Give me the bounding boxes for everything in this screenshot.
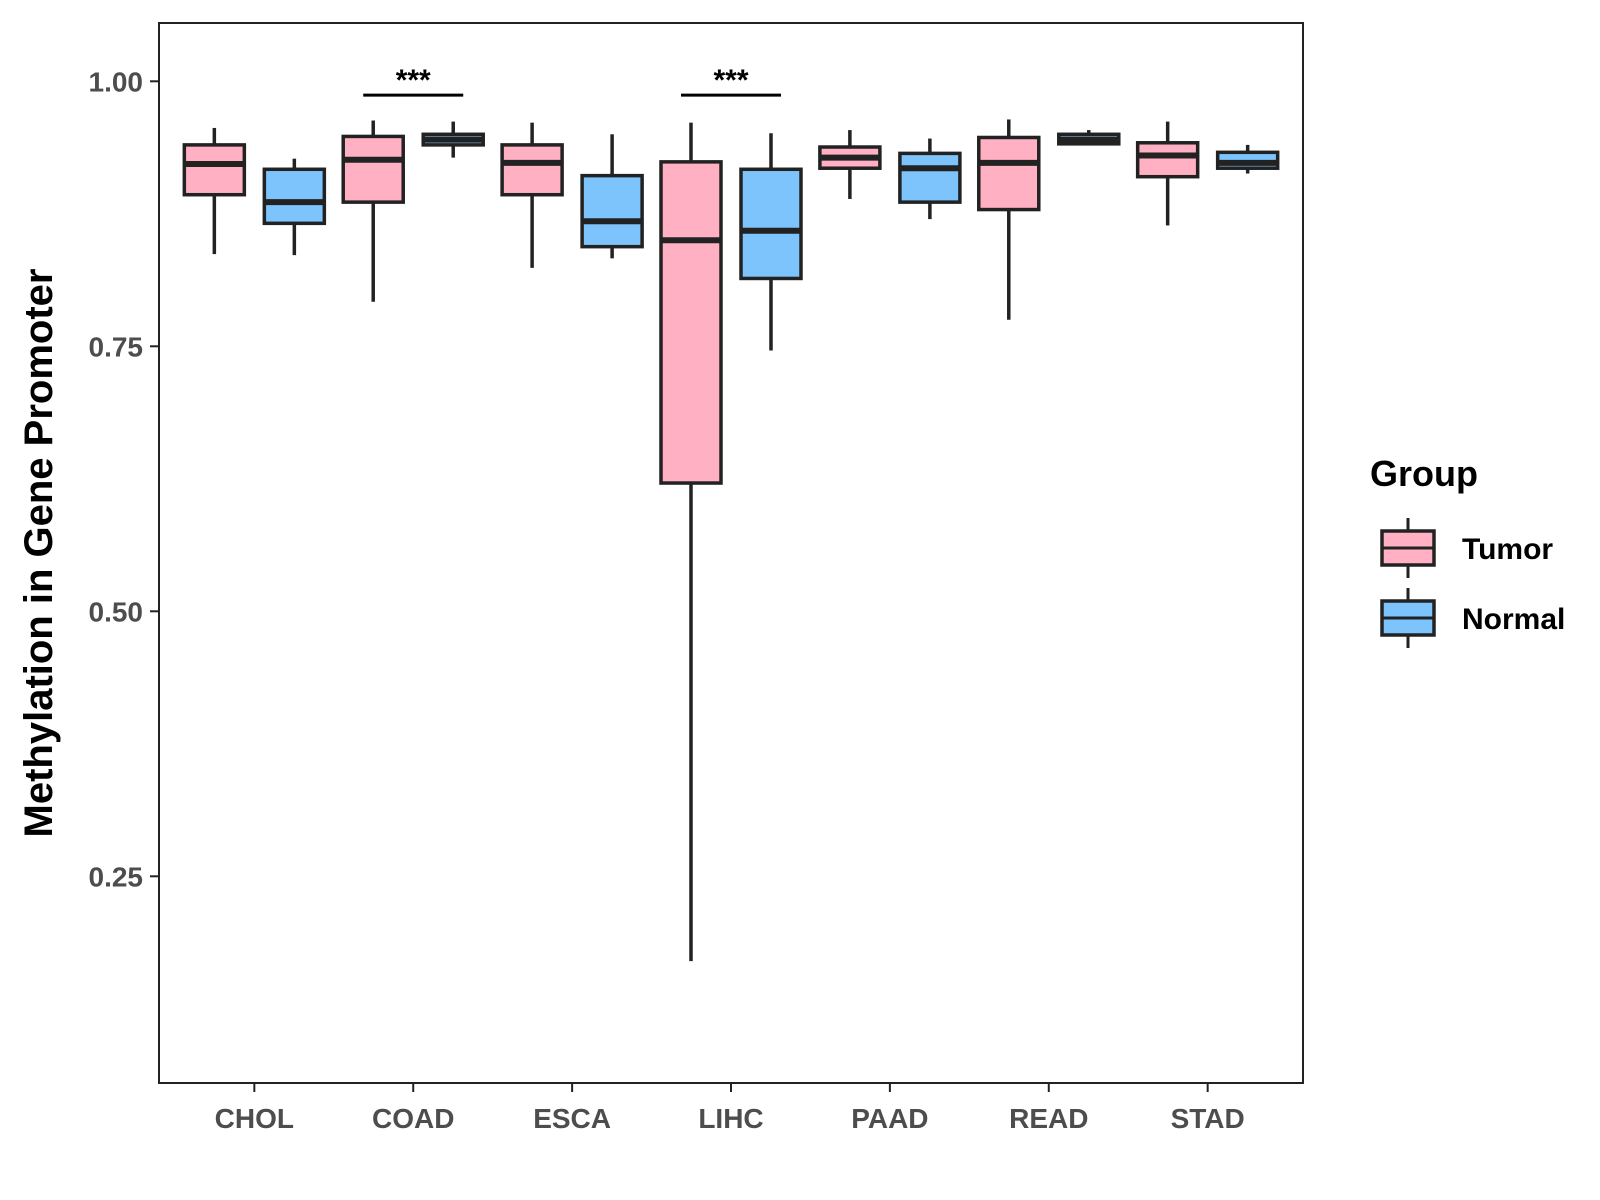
legend-title: Group: [1370, 453, 1478, 494]
box-esca-tumor: [500, 122, 564, 268]
box-iqr: [262, 167, 327, 226]
annotations-layer: *** ***: [363, 64, 781, 97]
box-iqr: [500, 143, 564, 197]
x-tick-label: LIHC: [698, 1103, 763, 1134]
legend-label: Tumor: [1462, 533, 1553, 566]
boxes-layer: [182, 119, 1280, 962]
x-axis: CHOL COAD ESCA LIHC PAAD READ STAD: [215, 1083, 1245, 1134]
box-paad-normal: [898, 138, 962, 220]
box-coad-normal: [421, 121, 485, 158]
box-read-normal: [1057, 130, 1121, 146]
box-esca-normal: [580, 134, 644, 259]
legend-item-tumor: Tumor: [1380, 518, 1553, 578]
y-tick-label: 0.50: [89, 596, 144, 627]
y-axis-title: Methylation in Gene Promoter: [17, 269, 61, 838]
box-iqr: [580, 173, 644, 249]
y-tick-label: 1.00: [89, 66, 144, 97]
legend: Group Tumor Normal: [1370, 453, 1565, 648]
y-tick-label: 0.75: [89, 331, 144, 362]
box-stad-tumor: [1135, 121, 1200, 226]
x-tick-label: COAD: [372, 1103, 454, 1134]
box-lihc-normal: [739, 133, 803, 351]
box-iqr: [1135, 141, 1200, 179]
box-chol-tumor: [182, 127, 247, 255]
legend-item-normal: Normal: [1380, 588, 1565, 648]
box-iqr: [341, 134, 405, 204]
box-iqr: [182, 143, 247, 197]
significance-lihc: ***: [681, 64, 781, 97]
box-read-tumor: [977, 119, 1041, 320]
significance-coad: ***: [363, 64, 464, 97]
significance-label: ***: [713, 64, 748, 97]
x-tick-label: CHOL: [215, 1103, 294, 1134]
box-stad-normal: [1215, 144, 1280, 174]
x-tick-label: READ: [1009, 1103, 1088, 1134]
box-coad-tumor: [341, 120, 405, 302]
x-tick-label: STAD: [1171, 1103, 1245, 1134]
box-iqr: [898, 151, 962, 204]
x-tick-label: PAAD: [851, 1103, 928, 1134]
y-tick-label: 0.25: [89, 861, 144, 892]
significance-label: ***: [396, 64, 431, 97]
box-chol-normal: [262, 158, 327, 256]
box-lihc-tumor: [659, 122, 723, 962]
box-iqr: [977, 135, 1041, 212]
box-iqr: [739, 167, 803, 281]
legend-label: Normal: [1462, 603, 1565, 636]
x-tick-label: ESCA: [533, 1103, 611, 1134]
y-axis: 0.25 0.50 0.75 1.00: [89, 66, 159, 892]
box-paad-tumor: [818, 130, 882, 199]
box-iqr: [659, 160, 723, 485]
